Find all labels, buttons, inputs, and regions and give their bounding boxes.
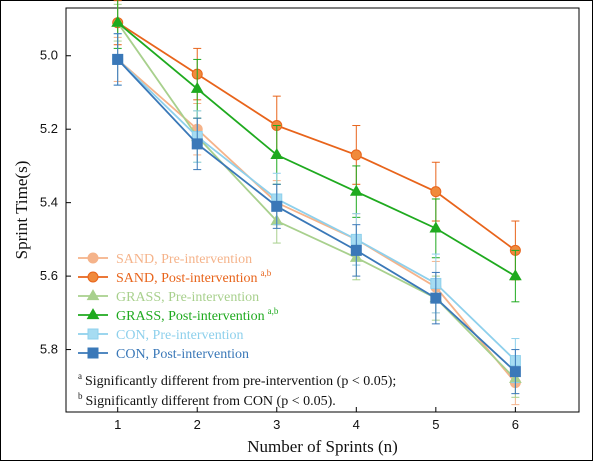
series-line: [117, 21, 516, 252]
series-line: [116, 22, 517, 380]
data-point: [430, 292, 442, 304]
data-point: [350, 244, 362, 256]
x-tick-label: 3: [273, 417, 280, 432]
data-point: [429, 221, 443, 233]
data-point: [111, 15, 125, 27]
data-point: [430, 186, 442, 198]
data-point: [270, 148, 284, 160]
note-superscript: a: [78, 371, 82, 381]
legend-label: GRASS, Post-intervention a,b: [116, 306, 279, 324]
legend-superscript: a,b: [261, 268, 272, 278]
series-5: [112, 33, 521, 395]
legend-marker: [86, 289, 100, 301]
note-superscript: b: [78, 391, 83, 401]
data-point: [350, 149, 362, 161]
y-axis-title: Sprint Time(s): [12, 161, 31, 260]
legend-label: SAND, Post-intervention a,b: [116, 268, 272, 286]
plot-area-border: [65, 7, 580, 413]
legend-marker: [87, 252, 99, 264]
x-axis-title: Number of Sprints (n): [247, 437, 398, 456]
data-point: [509, 366, 521, 378]
y-tick-label: 5.0: [40, 48, 58, 63]
y-tick-label: 5.2: [40, 121, 58, 136]
note-text: Significantly different from pre-interve…: [85, 374, 396, 389]
legend-marker: [87, 271, 99, 283]
data-point: [271, 200, 283, 212]
data-point: [190, 81, 204, 93]
significance-note: b Significantly different from CON (p < 0…: [78, 391, 336, 409]
x-tick-label: 4: [353, 417, 360, 432]
data-point: [349, 184, 363, 196]
legend-label: GRASS, Pre-intervention: [116, 290, 259, 305]
series-line: [117, 21, 516, 277]
x-tick-label: 2: [194, 417, 201, 432]
x-tick-label: 5: [432, 417, 439, 432]
legend-marker: [87, 347, 99, 359]
x-tick-label: 6: [512, 417, 519, 432]
legend-marker: [87, 328, 99, 340]
note-text: Significantly different from CON (p < 0.…: [86, 394, 336, 409]
legend-label: SAND, Pre-intervention: [116, 252, 252, 267]
x-tick-label: 1: [114, 417, 121, 432]
significance-note: a Significantly different from pre-interv…: [78, 371, 396, 389]
y-tick-label: 5.6: [40, 268, 58, 283]
data-point: [509, 269, 522, 281]
series-line: [117, 58, 516, 362]
data-point: [191, 138, 203, 150]
legend-marker: [86, 308, 100, 320]
legend-label: CON, Post-intervention: [116, 347, 249, 362]
legend-superscript: a,b: [268, 306, 279, 316]
series-line: [117, 58, 516, 373]
y-tick-label: 5.4: [40, 195, 58, 210]
legend-label: CON, Pre-intervention: [116, 328, 244, 343]
y-tick-label: 5.8: [40, 342, 58, 357]
data-point: [112, 53, 124, 65]
series-1: [112, 0, 521, 281]
